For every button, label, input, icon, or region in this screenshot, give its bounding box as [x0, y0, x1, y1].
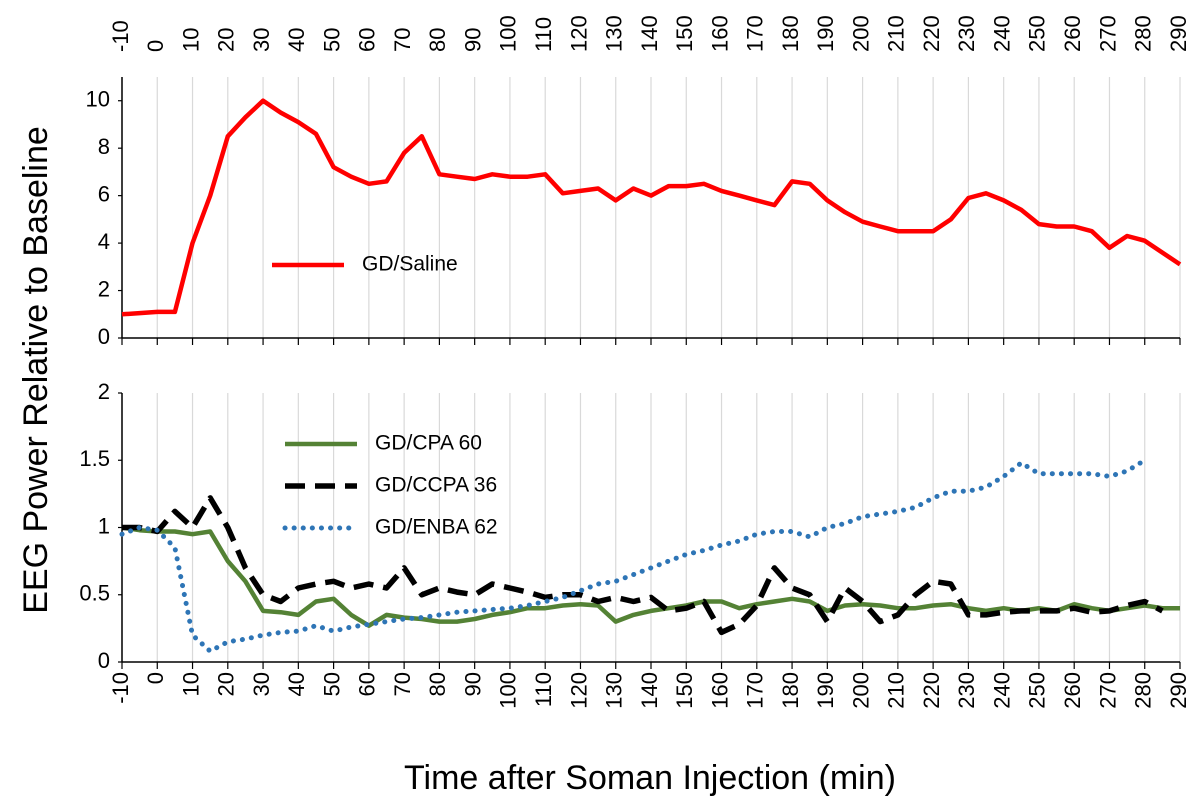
- series-line: [121, 98, 1182, 317]
- legend-label: GD/ENBA 62: [375, 516, 498, 539]
- x-tick-label: 50: [319, 672, 344, 696]
- x-tick-label: 250: [1025, 15, 1050, 52]
- y-tick-label: 10: [86, 87, 110, 112]
- x-tick-label: 280: [1131, 15, 1156, 52]
- x-axis-label: Time after Soman Injection (min): [404, 759, 896, 797]
- x-tick-label: 30: [249, 672, 274, 696]
- x-tick-label: 120: [566, 672, 591, 709]
- x-tick-label: 130: [602, 15, 627, 52]
- x-tick-label: 50: [319, 28, 344, 52]
- x-tick-label: 150: [672, 15, 697, 52]
- y-tick-label: 1: [98, 513, 110, 538]
- x-tick-label: 270: [1095, 15, 1120, 52]
- y-tick-label: 0.5: [79, 581, 110, 606]
- x-tick-label: 80: [425, 28, 450, 52]
- x-tick-label: 10: [178, 672, 203, 696]
- x-tick-label: 80: [425, 672, 450, 696]
- x-tick-label: 140: [637, 15, 662, 52]
- x-tick-label: 230: [954, 672, 979, 709]
- x-tick-label: 260: [1060, 15, 1085, 52]
- x-tick-label: 230: [954, 15, 979, 52]
- series-line: [122, 495, 1164, 636]
- x-tick-label: 270: [1095, 672, 1120, 709]
- x-tick-label: 100: [496, 15, 521, 52]
- y-tick-label: 1.5: [79, 446, 110, 471]
- x-tick-label: 180: [778, 15, 803, 52]
- x-tick-label: 200: [848, 672, 873, 709]
- y-tick-label: 4: [98, 229, 110, 254]
- x-tick-label: 130: [602, 672, 627, 709]
- x-tick-label: 20: [214, 672, 239, 696]
- x-tick-label: 90: [460, 672, 485, 696]
- x-tick-label: 110: [531, 17, 556, 52]
- y-tick-label: 2: [98, 379, 110, 404]
- x-tick-label: 20: [214, 28, 239, 52]
- x-tick-label: 180: [778, 672, 803, 709]
- x-tick-label: 160: [707, 672, 732, 709]
- legend-label: GD/CPA 60: [375, 432, 482, 455]
- x-tick-label: 190: [813, 672, 838, 709]
- y-tick-label: 0: [98, 324, 110, 349]
- x-tick-label: 30: [249, 28, 274, 52]
- x-tick-label: 200: [848, 15, 873, 52]
- x-tick-label: 220: [919, 15, 944, 52]
- x-tick-label: 210: [884, 15, 909, 52]
- x-tick-label: 290: [1166, 15, 1191, 52]
- x-tick-label: 70: [390, 672, 415, 696]
- x-tick-label: 0: [143, 672, 168, 684]
- x-tick-label: 40: [284, 28, 309, 52]
- y-tick-label: 8: [98, 134, 110, 159]
- x-tick-label: 60: [355, 28, 380, 52]
- legend-label: GD/Saline: [362, 253, 458, 276]
- y-tick-label: 6: [98, 181, 110, 206]
- legend-label: GD/CCPA 36: [375, 474, 497, 497]
- x-tick-label: 290: [1166, 672, 1191, 709]
- x-tick-label: 0: [143, 40, 168, 52]
- x-tick-label: 170: [743, 672, 768, 709]
- x-tick-label: 100: [496, 672, 521, 709]
- x-tick-label: 280: [1131, 672, 1156, 709]
- x-tick-label: 210: [884, 672, 909, 709]
- x-tick-label: -10: [108, 20, 133, 52]
- series-line: [119, 457, 1148, 654]
- x-tick-label: 110: [531, 672, 556, 707]
- x-tick-label: 60: [355, 672, 380, 696]
- x-tick-label: 140: [637, 672, 662, 709]
- x-tick-label: 120: [566, 15, 591, 52]
- y-tick-label: 2: [98, 276, 110, 301]
- x-tick-label: 260: [1060, 672, 1085, 709]
- x-tick-label: 70: [390, 28, 415, 52]
- x-tick-label: 220: [919, 672, 944, 709]
- series-line: [121, 525, 1180, 628]
- y-tick-label: 0: [98, 648, 110, 673]
- x-tick-label: 250: [1025, 672, 1050, 709]
- x-tick-label: 170: [743, 15, 768, 52]
- x-tick-label: 240: [989, 15, 1014, 52]
- x-tick-label: -10: [108, 672, 133, 704]
- x-tick-label: 190: [813, 15, 838, 52]
- x-tick-label: 90: [460, 28, 485, 52]
- y-axis-label: EEG Power Relative to Baseline: [17, 126, 55, 614]
- x-tick-label: 160: [707, 15, 732, 52]
- x-tick-label: 10: [178, 28, 203, 52]
- x-tick-label: 240: [989, 672, 1014, 709]
- x-tick-label: 150: [672, 672, 697, 709]
- x-tick-label: 40: [284, 672, 309, 696]
